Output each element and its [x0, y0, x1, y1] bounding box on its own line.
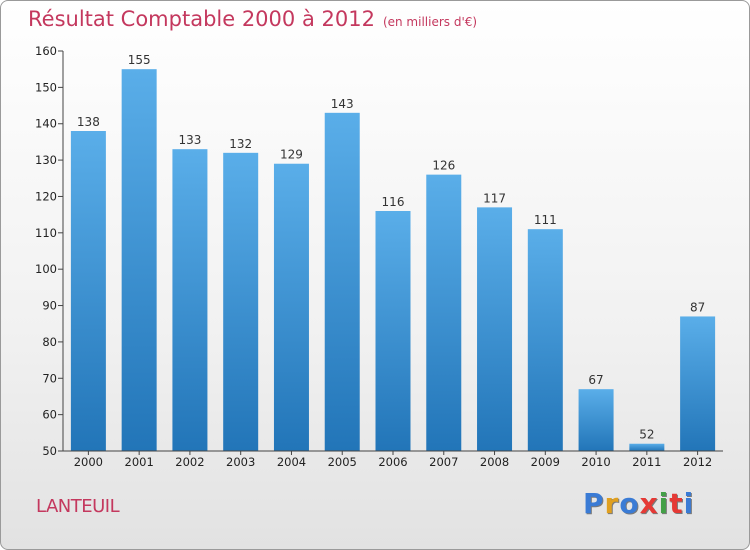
- x-tick-label: 2002: [175, 455, 204, 469]
- bar-value-label: 87: [690, 300, 705, 314]
- bar-2009: [527, 229, 563, 451]
- bar-2004: [273, 163, 309, 451]
- bar-value-label: 138: [77, 115, 100, 129]
- x-tick-label: 2003: [226, 455, 255, 469]
- bar-2008: [477, 207, 513, 451]
- y-tick-label: 120: [35, 189, 57, 203]
- logo-letter: i: [683, 487, 695, 520]
- x-tick-label: 2006: [378, 455, 407, 469]
- x-tick-label: 2007: [429, 455, 458, 469]
- bar-value-label: 111: [534, 213, 557, 227]
- proxiti-logo: Proxiti: [583, 487, 694, 520]
- x-tick-label: 2008: [480, 455, 509, 469]
- x-axis: 2000 2001 2002 2003 2004 2005 2006 2007 2008 2009…: [63, 450, 723, 469]
- bar-value-label: 155: [128, 53, 151, 67]
- bar-2007: [426, 174, 462, 452]
- bar-value-label: 117: [483, 191, 506, 205]
- bar-2011: [629, 443, 665, 451]
- bar-2010: [578, 389, 614, 451]
- y-tick-label: 50: [42, 444, 57, 458]
- y-tick-label: 130: [35, 153, 57, 167]
- y-axis: 50 60 70 80 90 100 110 120 130 140 150 160: [35, 44, 64, 458]
- logo-letter: r: [604, 487, 620, 520]
- y-tick-label: 100: [35, 262, 57, 276]
- commune-name: LANTEUIL: [36, 496, 120, 517]
- y-tick-label: 140: [35, 117, 57, 131]
- bar-2003: [223, 152, 259, 451]
- bar-value-label: 52: [639, 428, 654, 442]
- x-tick-label: 2005: [328, 455, 357, 469]
- bar-value-label: 132: [229, 137, 252, 151]
- y-tick-label: 80: [42, 335, 57, 349]
- logo-letter: t: [669, 487, 684, 520]
- bar-2006: [375, 211, 411, 451]
- unit-note: (en milliers d'€): [382, 15, 478, 29]
- y-tick-label: 160: [35, 44, 57, 58]
- x-tick-label: 2004: [277, 455, 306, 469]
- bar-value-label: 143: [331, 97, 354, 111]
- x-tick-label: 2000: [74, 455, 103, 469]
- logo-letter: o: [619, 487, 640, 520]
- bar-value-label: 126: [432, 159, 455, 173]
- bars: 138 155 133 132 129 143 116 126 117 111 67 52 87: [70, 53, 716, 452]
- y-tick-label: 70: [42, 371, 57, 385]
- x-tick-label: 2011: [632, 455, 661, 469]
- y-tick-label: 60: [42, 408, 57, 422]
- bar-value-label: 129: [280, 148, 303, 162]
- bar-2005: [324, 112, 360, 452]
- bar-value-label: 133: [178, 133, 201, 147]
- bar-value-label: 116: [382, 195, 405, 209]
- y-tick-label: 90: [42, 299, 57, 313]
- logo-letter: P: [583, 487, 605, 520]
- y-tick-label: 110: [35, 226, 57, 240]
- logo-letter: i: [658, 487, 670, 520]
- x-tick-label: 2001: [125, 455, 154, 469]
- bar-2000: [70, 131, 106, 451]
- chart-title-text: Résultat Comptable 2000 à 2012: [28, 7, 375, 31]
- y-tick-label: 150: [35, 80, 57, 94]
- bar-2012: [680, 316, 716, 451]
- bar-2001: [121, 69, 157, 451]
- logo-letter: x: [639, 487, 659, 520]
- x-tick-label: 2010: [581, 455, 610, 469]
- chart-title: Résultat Comptable 2000 à 2012 (en millie…: [28, 7, 477, 31]
- x-tick-label: 2012: [683, 455, 712, 469]
- x-tick-label: 2009: [531, 455, 560, 469]
- bar-value-label: 67: [588, 373, 603, 387]
- bar-2002: [172, 149, 208, 451]
